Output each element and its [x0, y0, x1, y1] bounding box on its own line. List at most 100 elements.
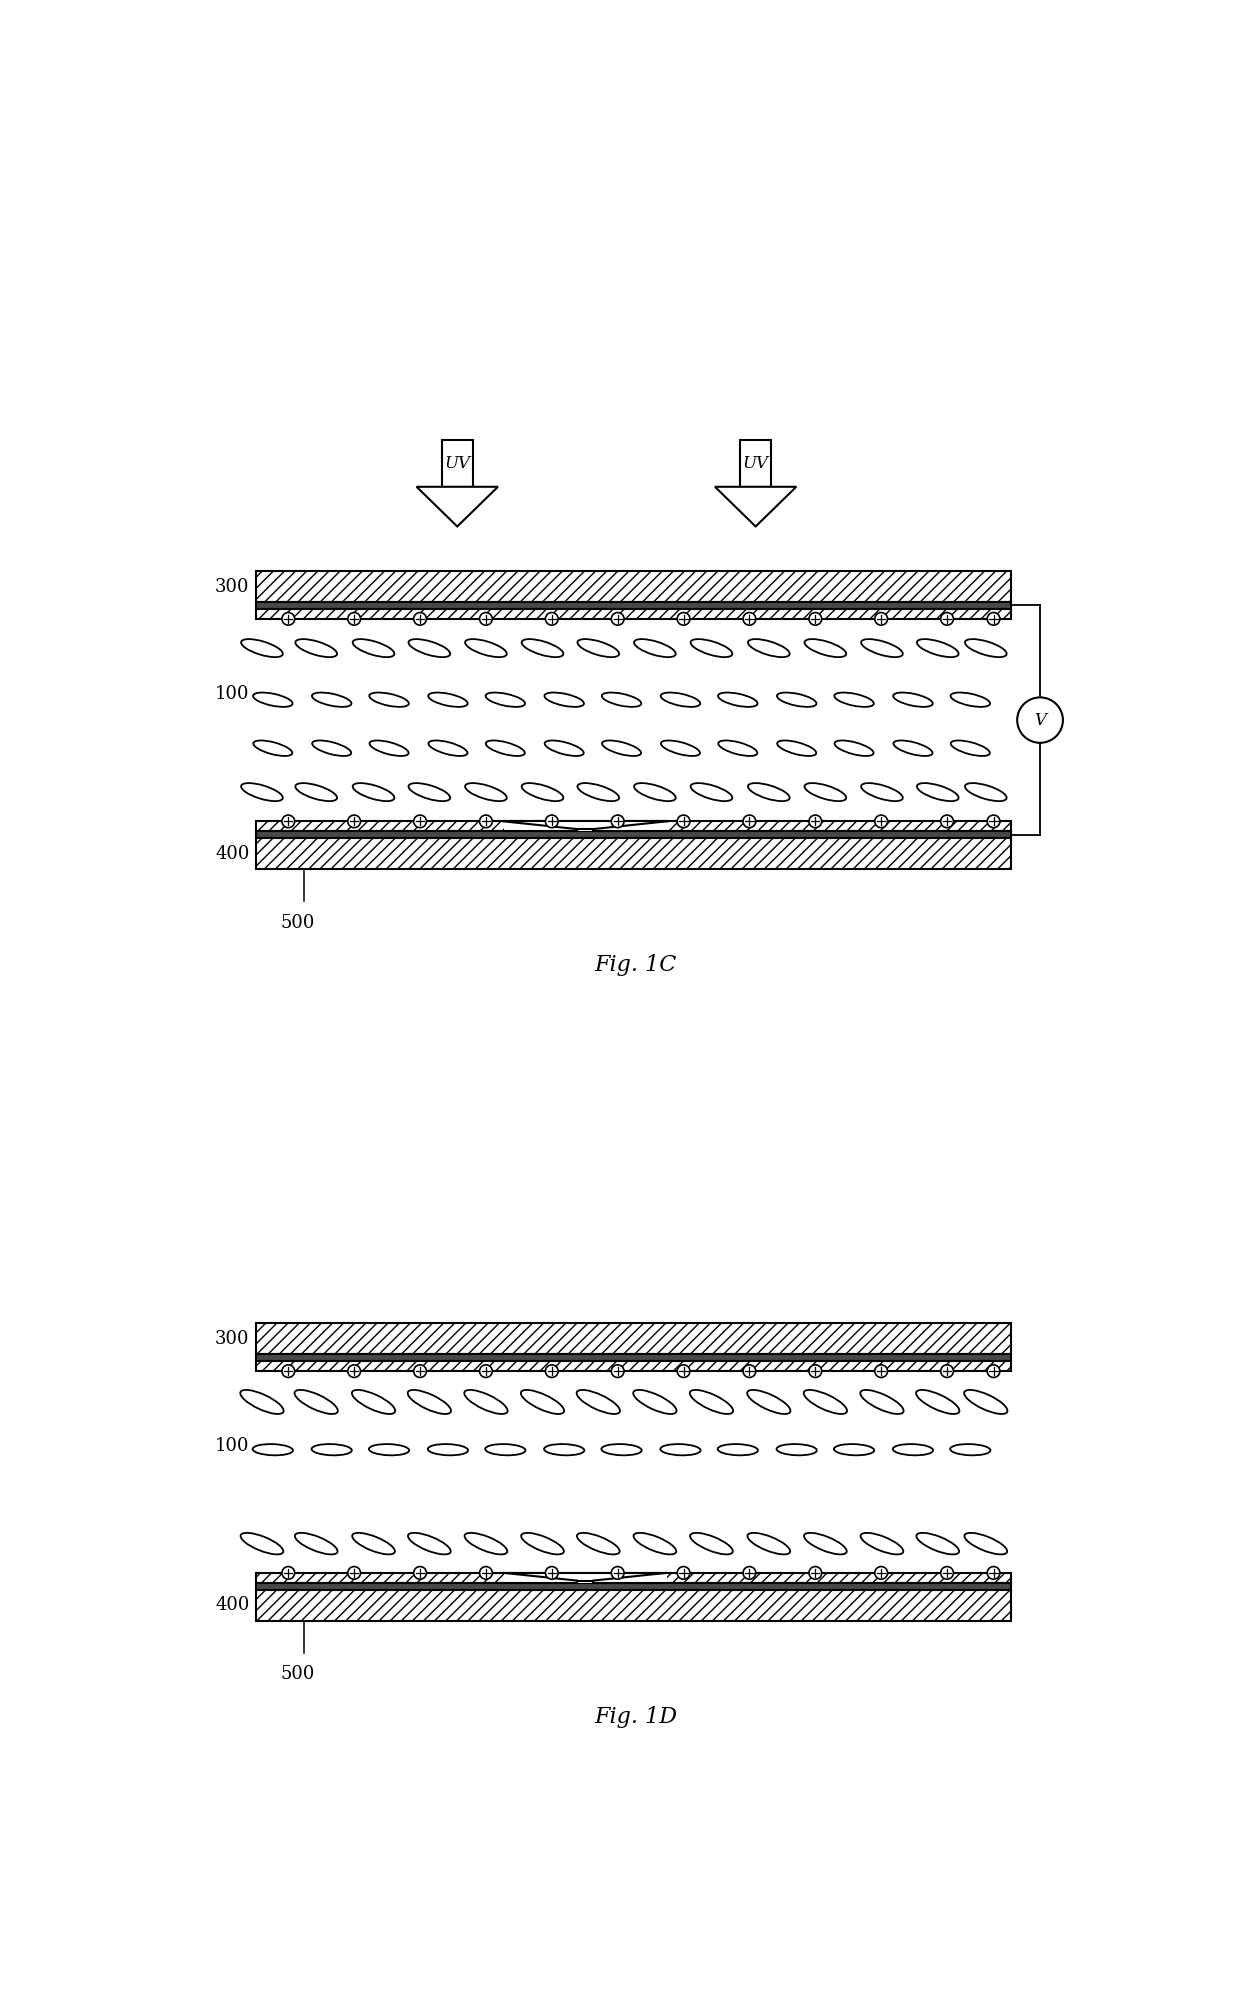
Ellipse shape	[965, 1389, 1007, 1413]
Ellipse shape	[893, 692, 932, 707]
Ellipse shape	[718, 741, 758, 757]
Ellipse shape	[835, 1443, 874, 1455]
Ellipse shape	[916, 783, 959, 801]
Circle shape	[347, 1365, 361, 1377]
Ellipse shape	[603, 741, 641, 757]
Circle shape	[281, 612, 295, 626]
Circle shape	[987, 612, 999, 626]
Ellipse shape	[634, 1532, 676, 1554]
Bar	[255, 602, 1012, 608]
Circle shape	[480, 1365, 492, 1377]
Circle shape	[677, 1566, 689, 1580]
Ellipse shape	[241, 1532, 283, 1554]
Ellipse shape	[578, 638, 619, 656]
Text: Fig. 1C: Fig. 1C	[594, 954, 677, 976]
Ellipse shape	[408, 638, 450, 656]
Ellipse shape	[748, 1389, 790, 1413]
Ellipse shape	[522, 638, 563, 656]
Ellipse shape	[578, 783, 619, 801]
Circle shape	[941, 1365, 954, 1377]
Text: 500: 500	[280, 914, 315, 932]
Ellipse shape	[601, 692, 641, 707]
Ellipse shape	[916, 1389, 960, 1413]
Ellipse shape	[312, 741, 351, 757]
Text: 300: 300	[215, 578, 249, 596]
Circle shape	[281, 1365, 295, 1377]
Circle shape	[1017, 696, 1063, 743]
Ellipse shape	[312, 692, 351, 707]
Ellipse shape	[777, 741, 816, 757]
Ellipse shape	[894, 741, 932, 757]
Ellipse shape	[916, 638, 959, 656]
Text: UV: UV	[743, 455, 769, 471]
Ellipse shape	[465, 1532, 507, 1554]
Text: 300: 300	[215, 1331, 249, 1349]
Circle shape	[546, 612, 558, 626]
Ellipse shape	[893, 1443, 932, 1455]
Circle shape	[808, 1566, 822, 1580]
Circle shape	[874, 612, 888, 626]
Circle shape	[480, 815, 492, 827]
Ellipse shape	[577, 1389, 620, 1413]
Circle shape	[611, 815, 624, 827]
Polygon shape	[715, 487, 796, 527]
Ellipse shape	[804, 1532, 847, 1554]
Ellipse shape	[691, 1532, 733, 1554]
Bar	[255, 1590, 1012, 1620]
Bar	[740, 441, 771, 487]
Ellipse shape	[408, 1532, 450, 1554]
Ellipse shape	[748, 1532, 790, 1554]
Ellipse shape	[777, 692, 816, 707]
Circle shape	[874, 1365, 888, 1377]
Ellipse shape	[951, 741, 990, 757]
Polygon shape	[503, 821, 667, 829]
Ellipse shape	[965, 1532, 1007, 1554]
Circle shape	[743, 1365, 755, 1377]
Circle shape	[743, 1566, 755, 1580]
Ellipse shape	[601, 1443, 641, 1455]
Circle shape	[546, 1365, 558, 1377]
Ellipse shape	[634, 783, 676, 801]
Bar	[255, 572, 1012, 602]
Ellipse shape	[465, 783, 507, 801]
Text: V: V	[1034, 713, 1047, 729]
Circle shape	[546, 1566, 558, 1580]
Circle shape	[414, 1566, 427, 1580]
Ellipse shape	[861, 783, 903, 801]
Ellipse shape	[521, 1532, 564, 1554]
Bar	[255, 1582, 1012, 1590]
Ellipse shape	[464, 1389, 507, 1413]
Ellipse shape	[408, 1389, 451, 1413]
Text: 500: 500	[280, 1665, 315, 1683]
Circle shape	[941, 612, 954, 626]
Ellipse shape	[691, 638, 733, 656]
Ellipse shape	[253, 692, 293, 707]
Bar	[503, 821, 667, 831]
Polygon shape	[417, 487, 498, 527]
Bar	[255, 1323, 1012, 1355]
Ellipse shape	[634, 1389, 677, 1413]
Circle shape	[414, 815, 427, 827]
Ellipse shape	[951, 692, 990, 707]
Text: UV: UV	[444, 455, 470, 471]
Ellipse shape	[804, 1389, 847, 1413]
Bar	[255, 1361, 1012, 1371]
Ellipse shape	[241, 783, 283, 801]
Circle shape	[347, 815, 361, 827]
Ellipse shape	[352, 783, 394, 801]
Ellipse shape	[748, 783, 790, 801]
Circle shape	[677, 1365, 689, 1377]
Ellipse shape	[295, 1389, 337, 1413]
Ellipse shape	[776, 1443, 817, 1455]
Circle shape	[743, 612, 755, 626]
Ellipse shape	[370, 692, 409, 707]
Ellipse shape	[835, 692, 874, 707]
Circle shape	[808, 815, 822, 827]
Ellipse shape	[428, 692, 467, 707]
Ellipse shape	[486, 741, 525, 757]
Bar	[255, 821, 1012, 831]
Ellipse shape	[805, 783, 846, 801]
Ellipse shape	[965, 783, 1007, 801]
Circle shape	[808, 1365, 822, 1377]
Ellipse shape	[486, 692, 525, 707]
